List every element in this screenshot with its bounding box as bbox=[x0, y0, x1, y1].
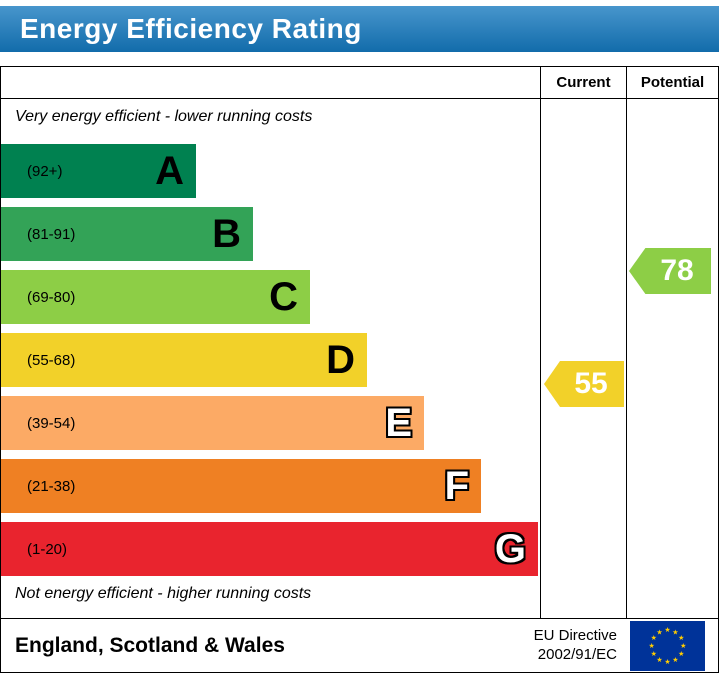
band-range-label: (55-68) bbox=[27, 351, 76, 369]
band-range-label: (21-38) bbox=[27, 477, 76, 495]
band-range-label: (92+) bbox=[27, 162, 63, 180]
band-range-label: (1-20) bbox=[27, 540, 68, 558]
band-row-b: (81-91) B bbox=[1, 207, 253, 261]
band-row-e: (39-54) E bbox=[1, 396, 424, 450]
eu-flag-star: ★ bbox=[672, 628, 678, 636]
current-rating-arrow: 55 bbox=[544, 361, 624, 407]
band-letter: C bbox=[269, 275, 298, 319]
eu-flag-star: ★ bbox=[664, 657, 670, 665]
eu-flag-star: ★ bbox=[672, 655, 678, 663]
eu-flag-star: ★ bbox=[678, 649, 684, 657]
eu-flag-star: ★ bbox=[678, 634, 684, 642]
rating-chart: Current Potential Very energy efficient … bbox=[1, 67, 718, 618]
band-range-label: (39-54) bbox=[27, 414, 76, 432]
band-row-a: (92+) A bbox=[1, 144, 196, 198]
potential-rating-arrow: 78 bbox=[629, 248, 711, 294]
band-letter: D bbox=[326, 338, 355, 382]
eu-flag-star: ★ bbox=[656, 628, 662, 636]
eu-flag-star: ★ bbox=[664, 626, 670, 634]
potential-rating-value: 78 bbox=[660, 254, 694, 287]
current-rating-value: 55 bbox=[574, 367, 608, 400]
eu-flag-star: ★ bbox=[680, 642, 686, 650]
energy-efficiency-rating-page: Energy Efficiency Rating Current Potenti… bbox=[0, 6, 719, 681]
eu-directive-line2: 2002/91/EC bbox=[537, 645, 617, 663]
eu-directive-label: EU Directive 2002/91/EC bbox=[534, 627, 617, 665]
eu-flag-star: ★ bbox=[656, 655, 662, 663]
band-row-g: (1-20) G bbox=[1, 522, 538, 576]
band-letter: B bbox=[212, 212, 241, 256]
band-range-label: (81-91) bbox=[27, 225, 76, 243]
band-row-c: (69-80) C bbox=[1, 270, 310, 324]
top-note: Very energy efficient - lower running co… bbox=[15, 108, 313, 125]
bands-column: Very energy efficient - lower running co… bbox=[1, 99, 541, 618]
band-letter: E bbox=[385, 401, 412, 445]
eu-flag-star: ★ bbox=[648, 642, 654, 650]
rating-panel: Current Potential Very energy efficient … bbox=[0, 66, 719, 673]
header-banner: Energy Efficiency Rating bbox=[0, 6, 719, 52]
band-row-f: (21-38) F bbox=[1, 459, 481, 513]
eu-flag-star: ★ bbox=[651, 634, 657, 642]
eu-flag-icon: ★ ★ ★ ★ ★ ★ ★ ★ ★ ★ ★ ★ bbox=[629, 620, 706, 671]
band-range-label: (69-80) bbox=[27, 288, 76, 306]
band-letter: G bbox=[494, 527, 526, 571]
footer: England, Scotland & Wales EU Directive 2… bbox=[1, 618, 718, 672]
eu-directive-line1: EU Directive bbox=[533, 626, 617, 644]
band-letter: F bbox=[444, 464, 469, 508]
region-label: England, Scotland & Wales bbox=[15, 633, 285, 657]
header-spacer bbox=[1, 67, 541, 99]
bottom-note: Not energy efficient - higher running co… bbox=[15, 585, 312, 602]
band-row-d: (55-68) D bbox=[1, 333, 367, 387]
current-column: 55 bbox=[541, 99, 627, 618]
column-header-potential: Potential bbox=[627, 67, 718, 99]
potential-column: 78 bbox=[627, 99, 718, 618]
column-header-current: Current bbox=[541, 67, 627, 99]
band-letter: A bbox=[155, 149, 184, 193]
eu-flag-star: ★ bbox=[651, 649, 657, 657]
eu-flag-field bbox=[630, 620, 705, 671]
page-title: Energy Efficiency Rating bbox=[20, 13, 362, 44]
